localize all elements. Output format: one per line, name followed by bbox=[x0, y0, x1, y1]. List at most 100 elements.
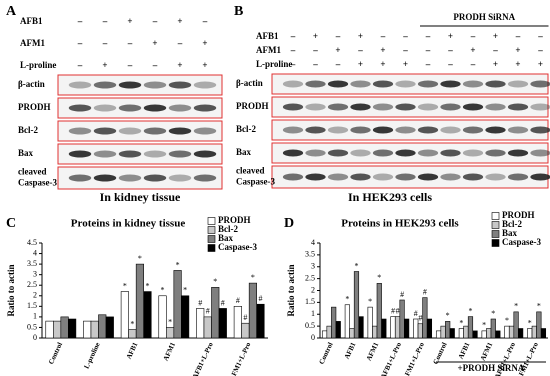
blot-band bbox=[327, 173, 349, 181]
bar bbox=[120, 291, 129, 339]
blot-band bbox=[93, 174, 117, 182]
bar bbox=[166, 327, 175, 339]
blot-band bbox=[440, 80, 461, 88]
blot-band bbox=[193, 81, 217, 89]
bar bbox=[449, 328, 455, 339]
bar bbox=[248, 282, 258, 339]
blot-band bbox=[327, 80, 349, 88]
blot-band bbox=[305, 80, 326, 88]
y-tick-label: 2 bbox=[311, 285, 315, 294]
y-tick-label: 4.5 bbox=[27, 238, 37, 247]
treatment-label: AFB1 bbox=[20, 16, 43, 26]
significance-mark: # bbox=[198, 298, 202, 307]
panel-letter: D bbox=[284, 216, 294, 231]
bar bbox=[390, 316, 396, 339]
blot-band bbox=[417, 149, 439, 157]
y-tick-label: 3 bbox=[33, 269, 37, 278]
treatment-sign: – bbox=[312, 45, 318, 55]
group-label: +PRODH SiRNA bbox=[458, 363, 525, 373]
significance-mark: * bbox=[368, 297, 372, 306]
legend-label: Bax bbox=[502, 228, 518, 238]
significance-mark: # bbox=[423, 287, 427, 296]
panel-letter: B bbox=[234, 4, 243, 19]
blot-band bbox=[193, 104, 217, 112]
blot-band bbox=[462, 126, 484, 134]
legend-swatch bbox=[207, 235, 216, 243]
blot-band bbox=[395, 173, 416, 181]
significance-mark: * bbox=[161, 286, 165, 295]
blot-band bbox=[417, 173, 439, 181]
blot-band bbox=[372, 126, 394, 134]
bar bbox=[481, 330, 487, 339]
bar bbox=[321, 330, 328, 339]
blot-band bbox=[395, 80, 416, 88]
treatment-label: AFB1 bbox=[256, 31, 279, 41]
treatment-sign: – bbox=[492, 45, 498, 55]
bar bbox=[527, 328, 533, 339]
blot-label: Bcl-2 bbox=[236, 124, 256, 134]
blot-band bbox=[485, 173, 506, 181]
blot-band bbox=[485, 80, 506, 88]
blot-band bbox=[507, 173, 529, 181]
blot-label: PRODH bbox=[18, 102, 51, 112]
treatment-sign: + bbox=[177, 60, 182, 70]
treatment-sign: + bbox=[403, 59, 408, 69]
treatment-sign: – bbox=[357, 45, 363, 55]
significance-mark: * bbox=[446, 311, 450, 320]
significance-mark: # bbox=[221, 298, 225, 307]
y-tick-label: 0.5 bbox=[27, 322, 37, 331]
bar bbox=[181, 295, 190, 339]
blot-band bbox=[193, 127, 217, 135]
treatment-label: L-proline bbox=[256, 59, 292, 69]
blot-label: PRODH bbox=[236, 101, 269, 111]
blot-band bbox=[305, 103, 326, 111]
significance-mark: # bbox=[206, 307, 210, 316]
blot-band bbox=[168, 81, 192, 89]
blot-band bbox=[93, 150, 117, 158]
blot-band bbox=[417, 103, 439, 111]
bar bbox=[241, 322, 250, 339]
blot-band bbox=[68, 127, 92, 135]
blot-band bbox=[282, 149, 304, 157]
blot-band bbox=[305, 173, 326, 181]
bar bbox=[353, 271, 360, 339]
bar bbox=[372, 325, 378, 339]
treatment-sign: – bbox=[77, 38, 83, 48]
treatment-sign: – bbox=[202, 16, 208, 26]
blot-band bbox=[118, 81, 142, 89]
blot-band bbox=[372, 149, 394, 157]
blot-band bbox=[462, 80, 484, 88]
bar bbox=[381, 318, 387, 339]
significance-mark: * bbox=[491, 309, 495, 318]
treatment-sign: – bbox=[447, 45, 453, 55]
blot-label: cleaved bbox=[236, 166, 265, 176]
blot-band bbox=[417, 126, 439, 134]
bar bbox=[422, 297, 428, 339]
treatment-label: AFM1 bbox=[20, 38, 45, 48]
significance-mark: * bbox=[183, 286, 187, 295]
legend-label: Bcl-2 bbox=[502, 219, 522, 229]
treatment-sign: + bbox=[515, 45, 520, 55]
treatment-sign: + bbox=[177, 16, 182, 26]
blot-band bbox=[395, 103, 416, 111]
blot-band bbox=[305, 126, 326, 134]
blot-band bbox=[530, 173, 550, 181]
treatment-sign: – bbox=[425, 59, 431, 69]
y-tick-label: 0 bbox=[33, 333, 37, 342]
treatment-sign: – bbox=[152, 60, 158, 70]
group-label: PRODH SiRNA bbox=[453, 12, 515, 22]
treatment-sign: – bbox=[312, 59, 318, 69]
blot-label: Caspase-3 bbox=[236, 177, 276, 187]
bar bbox=[495, 330, 501, 339]
y-tick-label: 0.5 bbox=[305, 321, 315, 330]
blot-band bbox=[168, 104, 192, 112]
bar bbox=[196, 308, 205, 339]
bar bbox=[256, 303, 265, 339]
blot-band bbox=[168, 127, 192, 135]
bar bbox=[399, 299, 405, 339]
treatment-sign: – bbox=[290, 59, 296, 69]
panel-letter: C bbox=[6, 216, 16, 231]
bar bbox=[435, 330, 442, 339]
blot-band bbox=[118, 104, 142, 112]
